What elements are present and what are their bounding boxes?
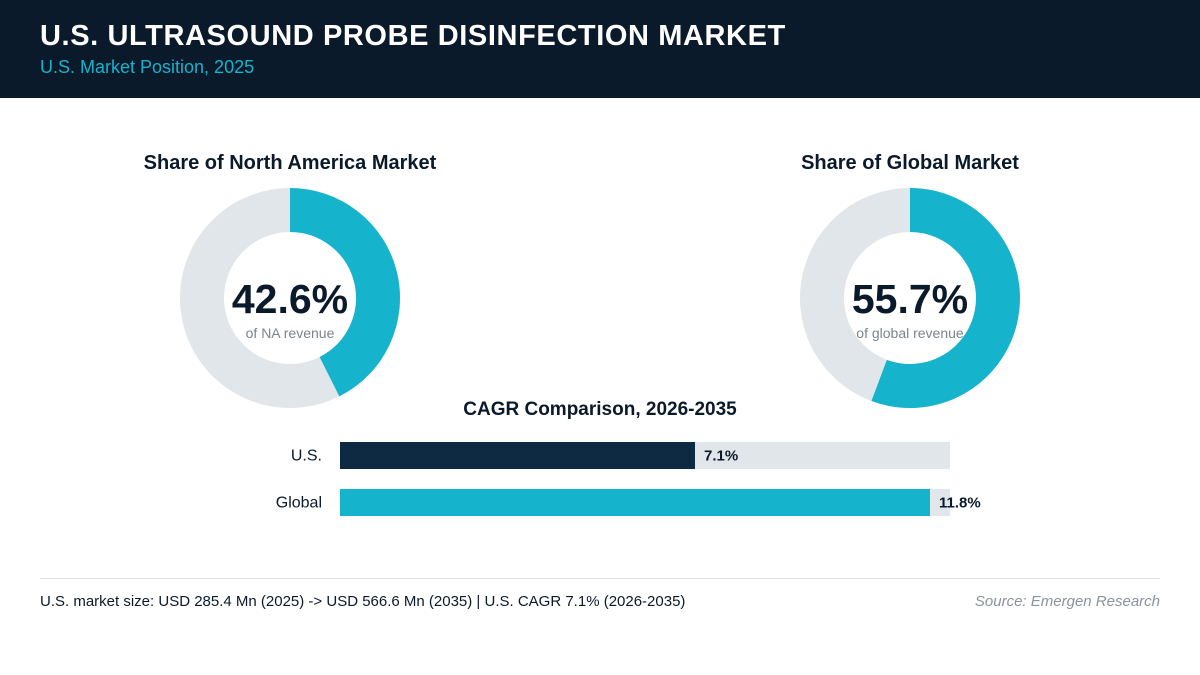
cagr-bar-chart: U.S. 7.1% Global 11.8% — [276, 442, 981, 516]
cagr-value-label: 11.8% — [939, 495, 981, 512]
donut-na-value: 42.6% — [231, 276, 349, 322]
page-title: U.S. ULTRASOUND PROBE DISINFECTION MARKE… — [40, 20, 786, 52]
page-subtitle: U.S. Market Position, 2025 — [40, 57, 255, 77]
cagr-value-label: 7.1% — [704, 448, 738, 465]
cagr-chart-title: CAGR Comparison, 2026-2035 — [463, 399, 737, 420]
cagr-category-label: U.S. — [291, 448, 322, 465]
donut-na-segment — [289, 188, 400, 397]
footer-divider — [40, 578, 1160, 579]
donut-na-title: Share of North America Market — [143, 152, 437, 174]
donut-global-segment — [871, 188, 1020, 408]
cagr-bar — [340, 489, 930, 516]
donut-global-value: 55.7% — [851, 276, 969, 322]
donut-global-chart — [800, 188, 1020, 408]
cagr-bar — [340, 442, 695, 469]
donut-global-caption: of global revenue — [856, 325, 964, 341]
donut-na-chart — [180, 188, 400, 408]
donut-na-caption: of NA revenue — [245, 325, 335, 341]
header-bar: U.S. ULTRASOUND PROBE DISINFECTION MARKE… — [0, 0, 1200, 98]
footer-source: Source: Emergen Research — [974, 593, 1160, 610]
cagr-category-label: Global — [276, 495, 322, 512]
donut-global-title: Share of Global Market — [801, 152, 1019, 174]
footer-market-note: U.S. market size: USD 285.4 Mn (2025) ->… — [40, 593, 686, 610]
